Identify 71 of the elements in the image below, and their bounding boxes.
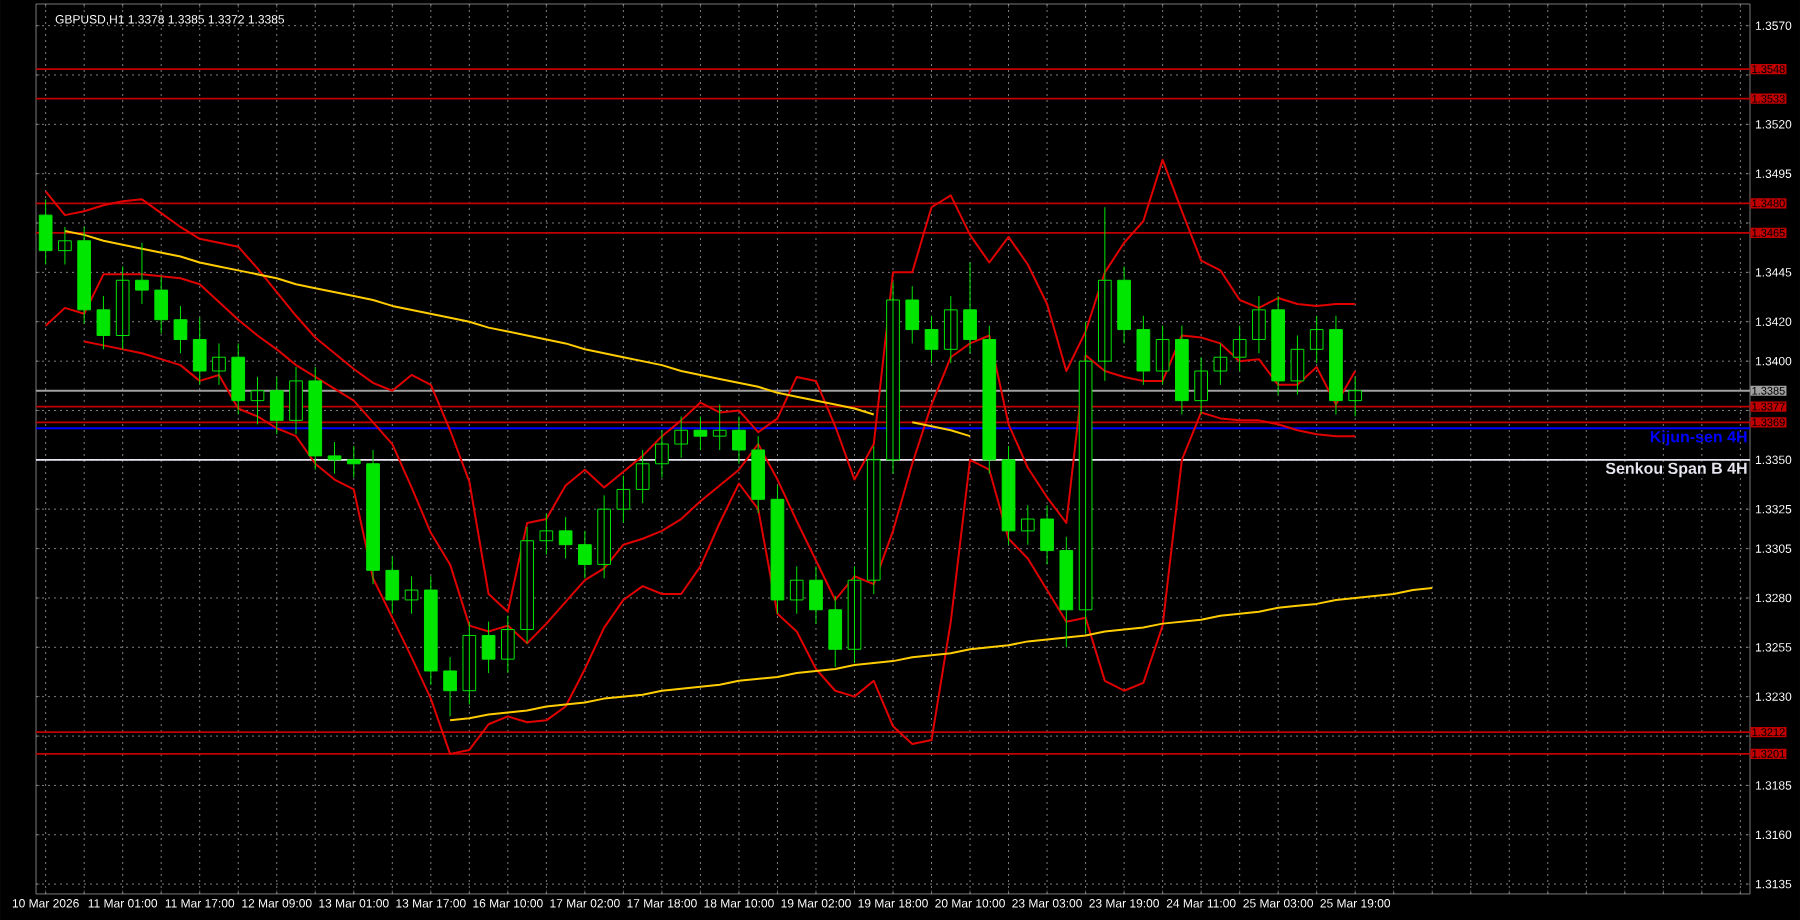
candlestick bbox=[1020, 504, 1035, 546]
candlestick bbox=[828, 595, 843, 668]
candlestick bbox=[443, 656, 457, 717]
candlestick bbox=[1059, 536, 1074, 648]
candlestick bbox=[135, 242, 149, 305]
candlestick bbox=[173, 305, 188, 354]
candlestick bbox=[866, 445, 881, 595]
candlestick bbox=[597, 494, 611, 579]
annotation: Kijun-sen 4H bbox=[1650, 430, 1747, 446]
candlestick bbox=[115, 265, 130, 350]
candlestick bbox=[1078, 321, 1093, 634]
candlestick bbox=[558, 516, 573, 559]
candlestick bbox=[366, 449, 380, 585]
candlestick bbox=[1309, 315, 1324, 364]
candlestick bbox=[1271, 295, 1286, 396]
candlestick bbox=[1329, 315, 1343, 415]
candlestick bbox=[1136, 315, 1151, 386]
candlestick bbox=[655, 429, 669, 479]
candlestick bbox=[693, 415, 708, 451]
candlestick bbox=[1290, 335, 1305, 396]
candlestick bbox=[924, 315, 939, 364]
candlestick bbox=[520, 526, 534, 644]
candlestick bbox=[751, 435, 766, 514]
candlestick bbox=[154, 275, 169, 335]
candlestick bbox=[500, 615, 515, 674]
candlestick bbox=[616, 475, 631, 524]
candlestick bbox=[578, 530, 592, 579]
candlestick bbox=[674, 415, 689, 459]
candlestick bbox=[481, 621, 496, 674]
candlestick bbox=[770, 484, 785, 615]
candlestick bbox=[963, 262, 977, 354]
candlestick bbox=[77, 226, 92, 325]
candlestick bbox=[58, 226, 72, 265]
candlestick bbox=[905, 285, 920, 344]
candlestick bbox=[732, 415, 746, 465]
candlestick bbox=[192, 317, 207, 386]
candlestick bbox=[231, 342, 246, 415]
candlestick bbox=[404, 575, 419, 615]
candlestick bbox=[886, 281, 900, 475]
candlestick bbox=[789, 565, 804, 615]
candlestick bbox=[327, 441, 342, 475]
candlestick bbox=[847, 565, 862, 664]
candlestick bbox=[712, 404, 727, 451]
candlestick bbox=[1117, 265, 1131, 344]
candlestick bbox=[1155, 325, 1170, 386]
candlestick bbox=[38, 198, 53, 265]
candlestick bbox=[212, 342, 226, 386]
candlestick bbox=[269, 376, 284, 435]
candlestick bbox=[1097, 206, 1112, 382]
candlestick bbox=[462, 621, 477, 706]
candlestick bbox=[250, 376, 265, 425]
candlestick bbox=[809, 565, 823, 625]
candlestick bbox=[635, 449, 650, 504]
candlestick bbox=[96, 295, 111, 350]
candlestick bbox=[308, 366, 323, 471]
candlestick bbox=[289, 366, 303, 435]
candlestick bbox=[346, 445, 361, 479]
candlestick bbox=[539, 512, 554, 556]
candlestick bbox=[1001, 445, 1016, 546]
candlestick bbox=[1213, 342, 1228, 386]
candlestick bbox=[1175, 325, 1189, 415]
candlestick bbox=[943, 295, 958, 364]
candlestick bbox=[385, 556, 400, 615]
candlestick bbox=[982, 325, 997, 475]
candlestick bbox=[1348, 376, 1363, 417]
candlestick bbox=[1252, 295, 1266, 354]
candlestick bbox=[1232, 325, 1247, 372]
candlestick bbox=[1194, 356, 1208, 415]
candlestick bbox=[1040, 504, 1054, 565]
annotation: Senkou Span B 4H bbox=[1605, 462, 1747, 478]
candlestick bbox=[423, 575, 438, 686]
